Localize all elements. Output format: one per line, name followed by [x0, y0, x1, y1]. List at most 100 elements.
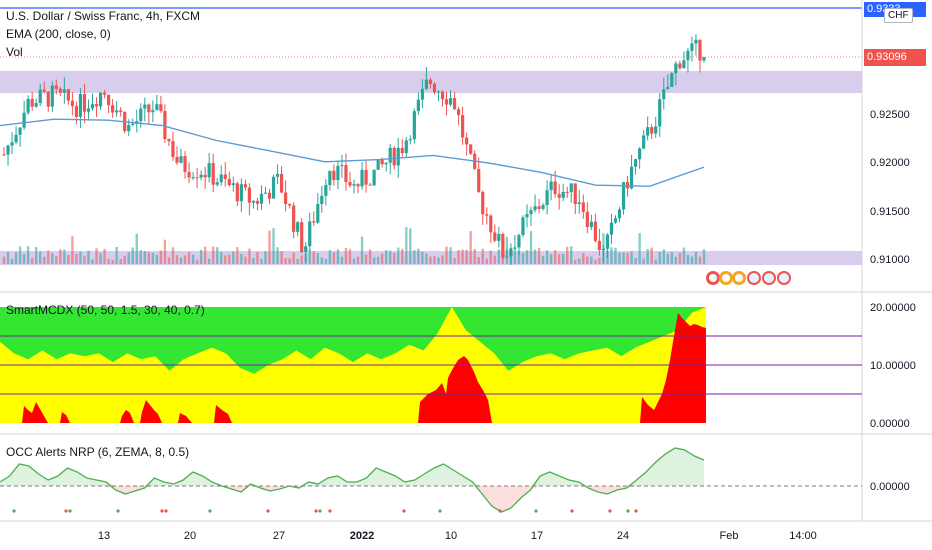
x-tick-label: 10	[445, 530, 457, 542]
candle-body	[360, 169, 364, 187]
candle-body	[42, 89, 46, 92]
candle-body	[662, 89, 666, 100]
candle-body	[26, 98, 30, 113]
volume-bar	[501, 257, 505, 264]
candle-body	[22, 112, 26, 128]
volume-bar	[135, 233, 138, 264]
candle-body	[336, 165, 340, 181]
volume-bar	[529, 231, 533, 264]
candle-body	[90, 104, 95, 109]
occ-signal-dot	[208, 509, 212, 513]
volume-bar	[272, 228, 275, 264]
candle-body	[175, 157, 179, 163]
volume-bar	[26, 246, 30, 264]
volume-bar	[320, 257, 324, 264]
candle-body	[581, 202, 585, 212]
candle-body	[191, 177, 195, 179]
candle-body	[127, 124, 131, 132]
volume-bar	[260, 258, 263, 264]
volume-bar	[336, 249, 340, 264]
volume-bar	[453, 258, 456, 264]
volume-bar	[686, 254, 690, 264]
candle-body	[352, 184, 356, 186]
candle-body	[557, 194, 561, 198]
volume-bar	[537, 247, 541, 264]
candle-body	[440, 91, 445, 100]
candle-body	[308, 221, 312, 247]
currency-badge[interactable]: CHF	[884, 8, 913, 23]
volume-bar	[220, 251, 223, 264]
volume-bar	[457, 250, 460, 264]
volume-bar	[67, 254, 70, 264]
volume-bar	[405, 227, 408, 264]
candle-body	[62, 89, 66, 93]
candle-body	[195, 177, 199, 179]
candle-body	[66, 89, 70, 101]
volume-bar	[51, 253, 54, 264]
candle-body	[332, 170, 336, 181]
candle-body	[86, 108, 91, 112]
occ-signal-dot	[116, 509, 120, 513]
candle-body	[139, 108, 143, 122]
x-tick-label: 17	[531, 530, 543, 542]
candle-body	[344, 165, 348, 183]
volume-bar	[292, 252, 295, 264]
candle-body	[243, 184, 247, 188]
candle-body	[30, 98, 34, 107]
volume-bar	[87, 250, 90, 264]
candle-body	[549, 181, 553, 191]
candle-body	[70, 100, 74, 107]
candle-body	[565, 191, 569, 193]
volume-bar	[2, 256, 6, 264]
candle-body	[111, 105, 115, 113]
candle-body	[585, 211, 589, 227]
candle-body	[368, 184, 372, 186]
occ-signal-dot	[534, 509, 538, 513]
volume-bar	[171, 247, 175, 264]
volume-bar	[561, 253, 565, 264]
volume-bar	[179, 257, 183, 264]
volume-bar	[638, 233, 641, 264]
volume-bar	[545, 250, 549, 264]
volume-bar	[288, 258, 291, 264]
candle-body	[569, 183, 573, 193]
candle-body	[376, 159, 380, 170]
candle-body	[259, 193, 264, 204]
volume-bar	[549, 254, 553, 264]
volume-bar	[316, 253, 319, 264]
candle-body	[179, 156, 183, 163]
candle-body	[461, 115, 465, 138]
candle-body	[609, 222, 614, 235]
volume-bar	[155, 254, 159, 264]
candle-body	[638, 148, 642, 160]
candle-body	[456, 109, 461, 116]
occ-signal-dot	[634, 509, 638, 513]
occ-signal-dot	[318, 509, 322, 513]
volume-bar	[211, 246, 215, 264]
candle-body	[251, 200, 256, 203]
candle-body	[509, 248, 513, 257]
candle-body	[674, 63, 678, 74]
candle-body	[211, 163, 215, 185]
candle-body	[666, 86, 670, 90]
candle-body	[147, 104, 151, 113]
volume-bar	[376, 256, 380, 264]
occ-signal-dot	[314, 509, 318, 513]
volume-bar	[389, 250, 392, 264]
volume-bar	[650, 247, 653, 264]
volume-bar	[582, 253, 585, 264]
candle-body	[517, 235, 521, 248]
volume-bar	[79, 251, 82, 264]
volume-bar	[702, 249, 706, 264]
candle-body	[94, 104, 99, 107]
volume-bar	[393, 252, 396, 264]
candle-body	[284, 192, 288, 204]
volume-bar	[384, 250, 388, 264]
candle-body	[215, 182, 219, 185]
occ-legend: OCC Alerts NRP (6, ZEMA, 8, 0.5)	[6, 445, 190, 459]
candle-body	[593, 221, 597, 241]
candle-body	[489, 215, 493, 233]
volume-bar	[296, 258, 299, 264]
candle-body	[561, 191, 565, 198]
